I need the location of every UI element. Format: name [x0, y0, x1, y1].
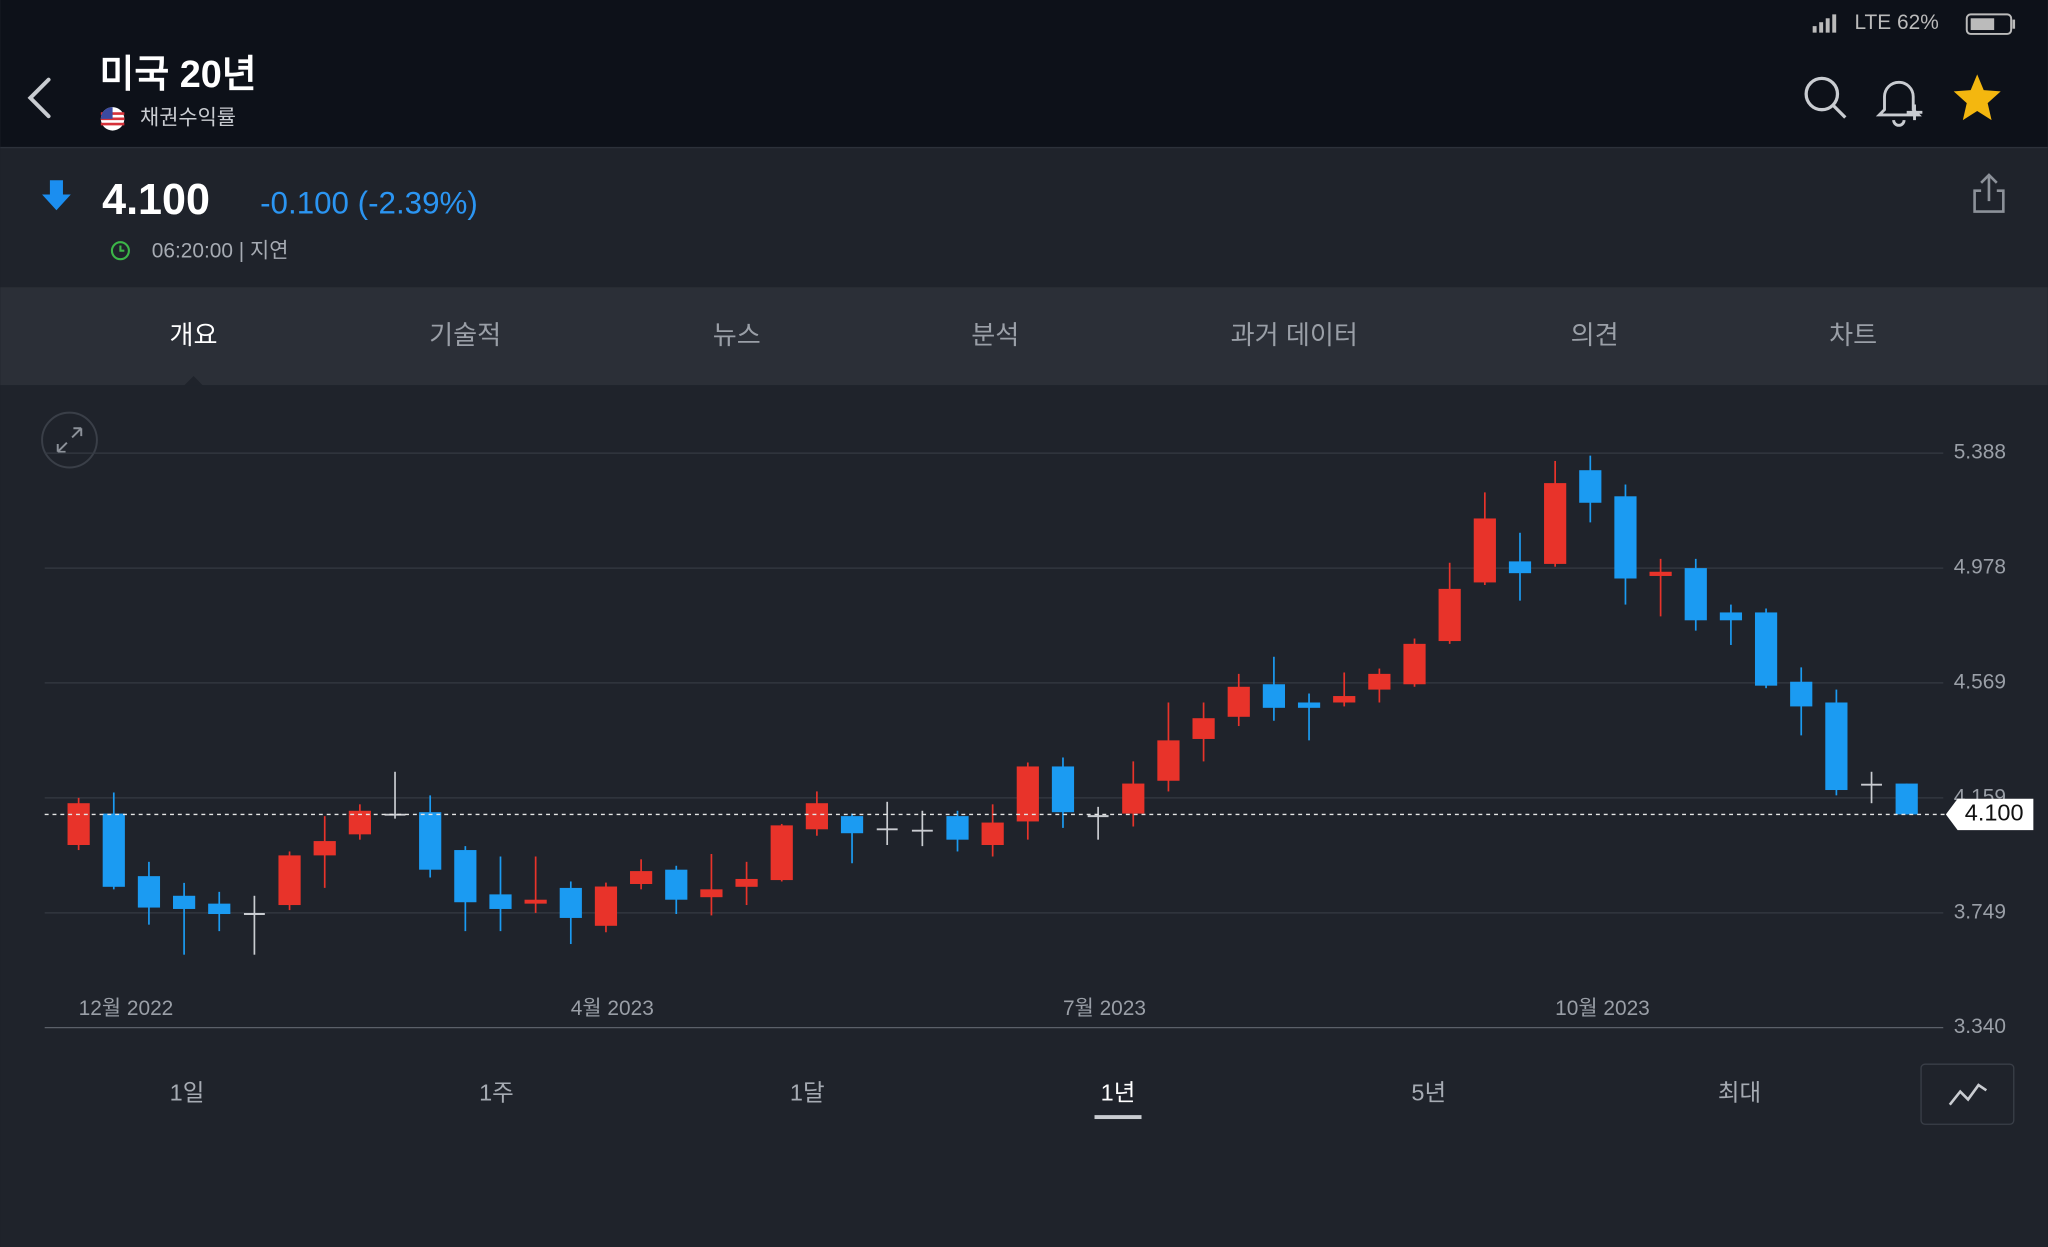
- candle-body: [1754, 612, 1778, 686]
- candle-body: [1684, 568, 1707, 621]
- tab[interactable]: 분석: [971, 320, 1019, 350]
- price-change: -0.100 (-2.39%): [260, 185, 478, 220]
- price: 4.100: [102, 176, 210, 224]
- x-tick-label: 4월 2023: [571, 997, 654, 1020]
- favorite-star[interactable]: [1953, 74, 2001, 121]
- candle-body: [102, 813, 125, 887]
- candle-body: [1051, 766, 1075, 813]
- range-button[interactable]: 5년: [1411, 1079, 1446, 1105]
- candle-body: [1122, 783, 1145, 814]
- y-tick-label: 3.749: [1954, 900, 2006, 923]
- candle-body: [348, 810, 371, 835]
- expand-button[interactable]: [41, 411, 98, 469]
- candle-body: [700, 889, 723, 898]
- range-button[interactable]: 최대: [1718, 1079, 1761, 1105]
- tabbar-bg: [0, 287, 2048, 386]
- candle-body: [665, 869, 688, 900]
- status-text: LTE 62%: [1854, 11, 1938, 34]
- x-tick-label: 12월 2022: [79, 997, 174, 1020]
- candle-body: [594, 886, 618, 926]
- quote-time: 06:20:00 | 지연: [152, 240, 289, 263]
- tab[interactable]: 의견: [1571, 320, 1619, 350]
- candle-body: [1790, 681, 1813, 707]
- candle-body: [1508, 561, 1532, 574]
- title: 미국 20년: [100, 54, 257, 96]
- candle-body: [1473, 518, 1496, 583]
- candle-body: [1297, 702, 1321, 708]
- range-button[interactable]: 1달: [790, 1079, 825, 1105]
- subtitle: 채권수익률: [140, 106, 236, 129]
- candle-body: [278, 855, 301, 906]
- candle-body: [1895, 783, 1918, 815]
- share-button[interactable]: [1973, 173, 2005, 213]
- candle-body: [67, 803, 90, 846]
- candle-body: [1227, 686, 1250, 717]
- candle-body: [1016, 766, 1039, 822]
- candle-body: [1719, 612, 1743, 621]
- range-button[interactable]: 1주: [479, 1079, 514, 1105]
- candle-body: [1262, 684, 1286, 708]
- y-tick-label: 4.569: [1954, 670, 2006, 693]
- tab[interactable]: 기술적: [429, 320, 501, 350]
- candle-body: [1544, 483, 1567, 564]
- candle-body: [559, 887, 582, 918]
- candle-body: [1825, 702, 1848, 791]
- candle-body: [313, 841, 336, 856]
- candle-body: [1403, 643, 1426, 685]
- tab[interactable]: 차트: [1829, 320, 1877, 350]
- down-arrow: [42, 180, 71, 211]
- signal-icon: [1812, 14, 1837, 33]
- candle-body: [1614, 496, 1637, 579]
- candle-body: [454, 850, 477, 903]
- candle-body: [137, 876, 161, 908]
- header-bg: [0, 0, 2048, 148]
- candle-body: [630, 871, 653, 884]
- search-button[interactable]: [1804, 76, 1847, 119]
- candle-body: [735, 878, 758, 887]
- candle-body: [805, 803, 828, 830]
- tab[interactable]: 개요: [170, 320, 218, 350]
- candle-body: [1333, 696, 1356, 703]
- candle-body: [840, 816, 864, 834]
- candle-body: [1368, 673, 1391, 690]
- clock-icon: [110, 241, 130, 261]
- x-tick-label: 7월 2023: [1063, 997, 1146, 1020]
- candle-body: [770, 825, 793, 881]
- y-tick-label: 3.340: [1954, 1015, 2006, 1038]
- candle-body: [1579, 470, 1602, 503]
- candle-body: [172, 895, 196, 909]
- tab[interactable]: 과거 데이터: [1231, 320, 1358, 350]
- candle-body: [419, 812, 442, 870]
- candle-body: [1157, 740, 1180, 781]
- candle-body: [1192, 718, 1215, 739]
- y-tick-label: 4.978: [1954, 556, 2006, 579]
- back-button[interactable]: [27, 77, 51, 119]
- candle-body: [489, 894, 512, 909]
- range-button[interactable]: 1년: [1101, 1079, 1136, 1105]
- range-underline: [1094, 1115, 1142, 1120]
- battery-icon: [1965, 13, 2016, 35]
- range-button[interactable]: 1일: [170, 1079, 205, 1105]
- candle-body: [981, 822, 1004, 846]
- quote-bg: [0, 147, 2048, 288]
- last-price-label: 4.100: [1965, 800, 2024, 826]
- candle-body: [208, 903, 231, 915]
- alert-button[interactable]: [1875, 80, 1923, 127]
- candle-body: [1438, 588, 1461, 642]
- candle-body: [946, 816, 969, 840]
- tab-indicator: [184, 376, 203, 386]
- candle-body: [1649, 571, 1672, 576]
- last-price-tag: [1945, 798, 2034, 831]
- us-flag: [100, 107, 125, 131]
- y-tick-label: 5.388: [1954, 441, 2006, 464]
- x-tick-label: 10월 2023: [1555, 997, 1650, 1020]
- tab[interactable]: 뉴스: [713, 320, 761, 350]
- candle-body: [524, 899, 547, 904]
- chart-type-button[interactable]: [1920, 1063, 2015, 1125]
